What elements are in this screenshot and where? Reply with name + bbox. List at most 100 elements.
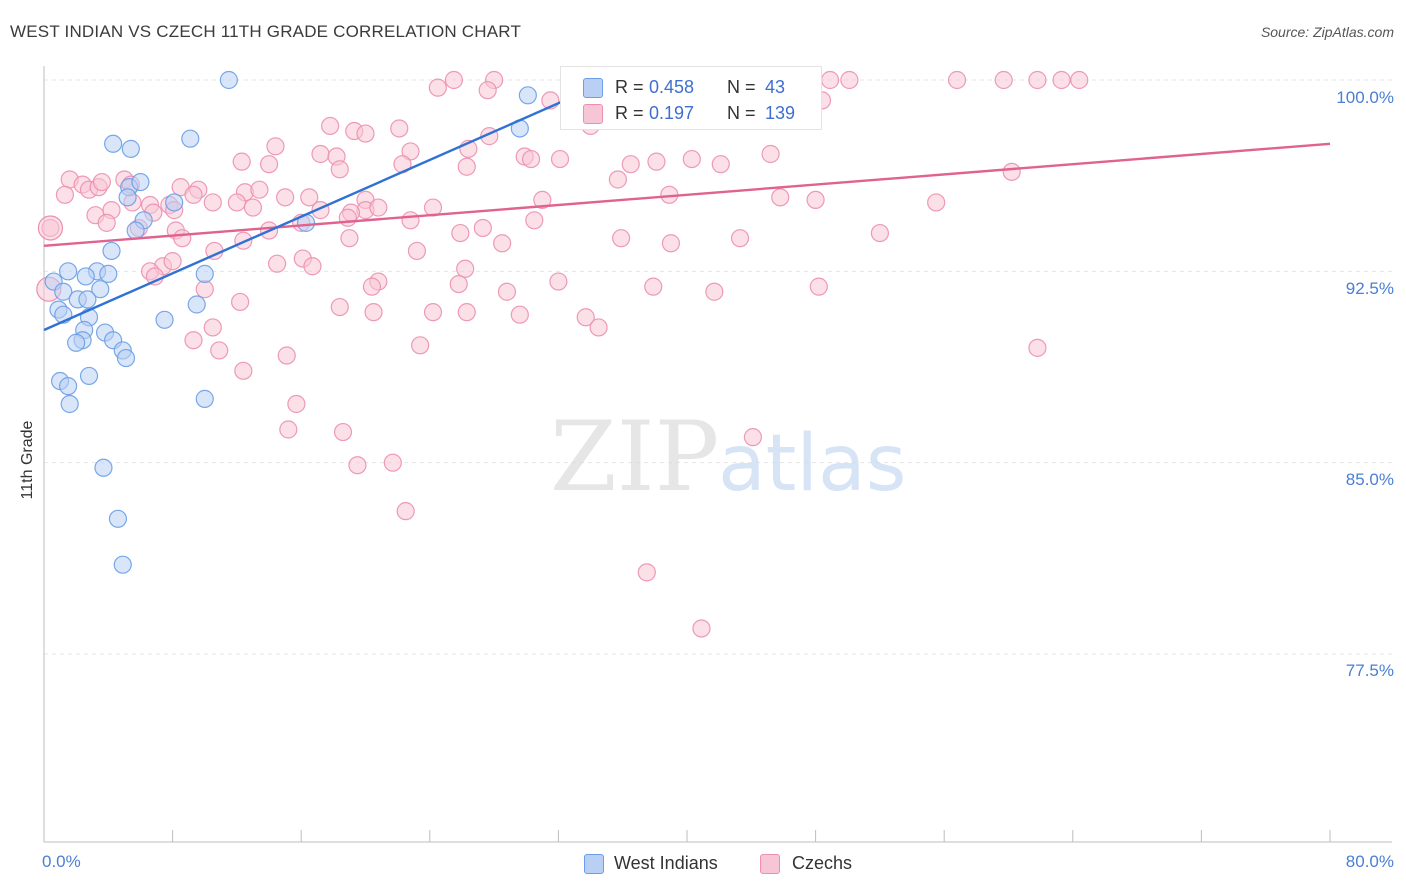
legend-r-label: R = xyxy=(615,77,644,97)
czech-point xyxy=(947,70,967,90)
czech-point xyxy=(806,190,825,210)
stats-legend: R = 0.458 N = 43 R = 0.197 N = 139 xyxy=(560,66,822,130)
west-indian-point xyxy=(165,193,184,212)
czech-point xyxy=(232,152,251,171)
czech-point xyxy=(369,198,388,217)
czech-point xyxy=(711,155,730,174)
czechs-trend-line xyxy=(43,142,1331,248)
west-indian-point xyxy=(126,221,145,240)
czech-point xyxy=(330,297,349,317)
czech-point xyxy=(457,157,476,176)
czech-point xyxy=(550,149,570,169)
west-indian-point xyxy=(116,348,136,368)
czech-point xyxy=(621,155,640,174)
czech-point xyxy=(611,229,631,248)
legend-label-west-indians: West Indians xyxy=(614,853,718,873)
y-tick-label: 100.0% xyxy=(1336,88,1394,107)
czech-point xyxy=(661,234,681,253)
czech-point xyxy=(333,422,353,442)
west-indian-point xyxy=(518,86,537,105)
west-indian-point xyxy=(187,295,206,314)
czech-point xyxy=(173,229,192,248)
czech-point xyxy=(383,453,402,472)
west-indian-point xyxy=(195,389,214,408)
czech-point xyxy=(682,149,701,169)
west-indian-point xyxy=(155,310,174,329)
czech-point xyxy=(994,70,1013,90)
legend-r-value: 0.458 xyxy=(649,77,695,97)
czech-point xyxy=(250,180,269,199)
czech-point xyxy=(608,170,627,189)
czech-point xyxy=(451,223,470,243)
czech-point xyxy=(428,78,447,97)
trend-lines xyxy=(43,73,1331,332)
chart-title: WEST INDIAN VS CZECH 11TH GRADE CORRELAT… xyxy=(10,22,522,41)
czech-point xyxy=(1002,162,1021,181)
west-indian-point xyxy=(195,264,214,283)
czech-point xyxy=(493,234,512,253)
czech-point xyxy=(364,303,383,322)
czech-point xyxy=(533,190,552,210)
west-indian-point xyxy=(181,129,200,148)
czech-point xyxy=(390,119,409,138)
czech-point xyxy=(820,70,840,90)
czech-point xyxy=(348,456,367,475)
czech-point xyxy=(1070,70,1089,90)
czech-point xyxy=(184,331,203,350)
czech-point xyxy=(234,361,253,380)
czech-point xyxy=(549,272,568,291)
czech-point xyxy=(449,274,468,294)
y-axis-label: 11th Grade xyxy=(19,420,36,500)
czech-point xyxy=(55,185,74,204)
czech-point xyxy=(456,259,475,278)
czech-point xyxy=(321,116,340,136)
legend-n-value: 139 xyxy=(765,103,796,123)
west-indian-point xyxy=(121,139,140,158)
czech-point xyxy=(362,277,382,296)
west-indian-point xyxy=(113,555,132,574)
legend-n-label: N = xyxy=(727,77,756,97)
legend-r-label: R = xyxy=(615,103,644,123)
west-indian-point xyxy=(67,333,86,352)
czech-point xyxy=(338,208,357,227)
legend-row-west-indians: R = 0.458 N = 43 xyxy=(561,75,821,101)
czech-point xyxy=(771,188,790,207)
source-label: Source: ZipAtlas.com xyxy=(1260,24,1394,40)
czech-point xyxy=(647,152,666,171)
west-indian-point xyxy=(59,377,78,396)
czech-point xyxy=(423,303,443,322)
legend-r-value: 0.197 xyxy=(649,103,695,123)
czech-point xyxy=(444,70,464,90)
legend-swatch-blue xyxy=(583,78,603,98)
west-indian-point xyxy=(102,241,121,261)
czech-point xyxy=(356,124,375,143)
czech-point xyxy=(267,254,287,273)
czech-point xyxy=(227,193,246,212)
west-indian-point xyxy=(76,267,95,286)
west-indian-point xyxy=(131,172,150,192)
czech-point xyxy=(809,277,828,296)
czech-point xyxy=(927,193,946,212)
legend-n-value: 43 xyxy=(765,77,786,97)
czech-point xyxy=(1028,338,1047,357)
czech-point xyxy=(92,172,111,192)
czech-point xyxy=(644,277,663,296)
czech-point xyxy=(259,155,279,174)
czech-point xyxy=(184,185,203,204)
czech-point xyxy=(396,502,415,521)
west-indian-point xyxy=(91,280,110,299)
legend-swatch-pink xyxy=(760,854,780,874)
czech-point xyxy=(266,137,285,156)
czech-point xyxy=(478,81,497,100)
czech-point xyxy=(576,308,595,327)
czech-point xyxy=(203,193,222,212)
west-indians-points xyxy=(44,70,537,574)
watermark-zip: ZIP xyxy=(550,401,719,513)
west-indian-point xyxy=(79,366,99,386)
czech-point xyxy=(300,188,319,207)
czech-point xyxy=(510,305,529,324)
czechs-points xyxy=(36,70,1089,638)
west-indian-point xyxy=(60,394,79,414)
czech-point xyxy=(340,229,359,248)
